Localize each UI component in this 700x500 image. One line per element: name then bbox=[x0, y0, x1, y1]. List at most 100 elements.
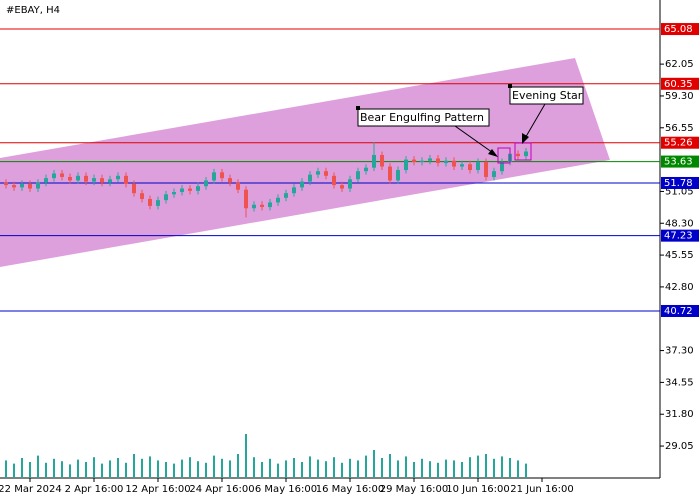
candle-body bbox=[428, 158, 432, 161]
candle-body bbox=[132, 183, 136, 194]
y-tick-label: 56.55 bbox=[665, 123, 694, 134]
candle-body bbox=[20, 183, 24, 188]
candle-body bbox=[172, 192, 176, 195]
candle-body bbox=[148, 198, 152, 206]
candle-body bbox=[396, 170, 400, 181]
candle-body bbox=[228, 178, 232, 183]
candle-body bbox=[292, 187, 296, 194]
pattern-box bbox=[497, 147, 511, 164]
candle-body bbox=[476, 161, 480, 171]
y-tick-label: 48.30 bbox=[665, 218, 694, 229]
candle-body bbox=[140, 193, 144, 199]
level-label: 55.26 bbox=[664, 138, 693, 149]
candle-body bbox=[68, 176, 72, 181]
y-tick-label: 62.05 bbox=[665, 59, 694, 70]
anchor bbox=[356, 106, 360, 110]
candle-body bbox=[116, 175, 120, 180]
candle-body bbox=[436, 158, 440, 164]
candle-body bbox=[12, 185, 16, 188]
candle-body bbox=[220, 172, 224, 179]
x-tick-label: 12 Apr 16:00 bbox=[125, 484, 190, 495]
anchor bbox=[508, 84, 512, 88]
level-label: 51.78 bbox=[664, 178, 693, 189]
level-label: 47.23 bbox=[664, 231, 693, 242]
candle-body bbox=[412, 159, 416, 162]
level-label-box bbox=[661, 23, 699, 36]
candle-body bbox=[268, 202, 272, 208]
level-label: 53.63 bbox=[664, 157, 693, 168]
candle-body bbox=[300, 181, 304, 188]
candle-body bbox=[236, 182, 240, 190]
candle-body bbox=[492, 171, 496, 177]
chart-title: #EBAY, H4 bbox=[6, 5, 60, 16]
candle-body bbox=[60, 173, 64, 177]
arrow bbox=[523, 103, 546, 141]
y-tick-label: 29.05 bbox=[665, 441, 694, 452]
candle-body bbox=[324, 171, 328, 176]
arrow-head bbox=[522, 133, 529, 144]
candle-body bbox=[308, 174, 312, 182]
y-tick-label: 31.80 bbox=[665, 409, 694, 420]
level-label: 40.72 bbox=[664, 306, 693, 317]
level-label-box bbox=[661, 304, 699, 317]
y-tick-label: 37.30 bbox=[665, 346, 694, 357]
x-tick-label: 10 Jun 16:00 bbox=[446, 484, 510, 495]
arrow bbox=[454, 125, 497, 156]
level-label: 65.08 bbox=[664, 24, 693, 35]
candle-body bbox=[28, 183, 32, 189]
candle-body bbox=[252, 204, 256, 209]
y-tick-label: 42.80 bbox=[665, 282, 694, 293]
x-tick-label: 6 May 16:00 bbox=[255, 484, 317, 495]
candle-body bbox=[500, 161, 504, 172]
candle-body bbox=[420, 160, 424, 162]
candle-body bbox=[444, 160, 448, 164]
candle-body bbox=[332, 175, 336, 186]
candle-body bbox=[188, 188, 192, 191]
candle-body bbox=[84, 175, 88, 182]
annotation: Bear Engulfing Pattern bbox=[360, 111, 484, 124]
candle-body bbox=[164, 194, 168, 201]
candle-body bbox=[460, 164, 464, 167]
candle-body bbox=[156, 200, 160, 206]
y-tick-label: 34.55 bbox=[665, 377, 694, 388]
level-label-box bbox=[661, 136, 699, 149]
annotation-box bbox=[357, 108, 490, 127]
candle-body bbox=[340, 185, 344, 189]
candle-body bbox=[404, 159, 408, 171]
level-label-box bbox=[661, 229, 699, 242]
candle-body bbox=[372, 154, 376, 168]
x-tick-label: 21 Jun 16:00 bbox=[510, 484, 574, 495]
arrow-head bbox=[488, 149, 498, 157]
candle-body bbox=[356, 171, 360, 180]
candle-body bbox=[180, 188, 184, 193]
level-label-box bbox=[661, 77, 699, 90]
x-tick-label: 24 Apr 16:00 bbox=[189, 484, 254, 495]
candle-body bbox=[380, 154, 384, 167]
candle-body bbox=[4, 182, 8, 186]
candle-body bbox=[92, 178, 96, 182]
annotation: Evening Star bbox=[512, 89, 583, 102]
candle-body bbox=[76, 175, 80, 181]
y-tick-label: 51.05 bbox=[665, 186, 694, 197]
candle-body bbox=[244, 189, 248, 209]
candle-body bbox=[204, 180, 208, 187]
y-tick-label: 59.30 bbox=[665, 91, 694, 102]
candle-body bbox=[124, 175, 128, 184]
candle-body bbox=[100, 178, 104, 183]
candle-body bbox=[284, 193, 288, 198]
candle-body bbox=[212, 172, 216, 181]
candle-body bbox=[484, 161, 488, 177]
x-tick-label: 29 May 16:00 bbox=[380, 484, 449, 495]
candle-body bbox=[388, 166, 392, 181]
candle-body bbox=[44, 178, 48, 183]
candle-body bbox=[468, 164, 472, 171]
level-label: 60.35 bbox=[664, 79, 693, 90]
candle-body bbox=[108, 179, 112, 183]
x-tick-label: 16 May 16:00 bbox=[316, 484, 385, 495]
x-tick-label: 22 Mar 2024 bbox=[0, 484, 62, 495]
x-tick-label: 2 Apr 16:00 bbox=[65, 484, 124, 495]
candle-body bbox=[348, 179, 352, 189]
candle-body bbox=[364, 167, 368, 172]
